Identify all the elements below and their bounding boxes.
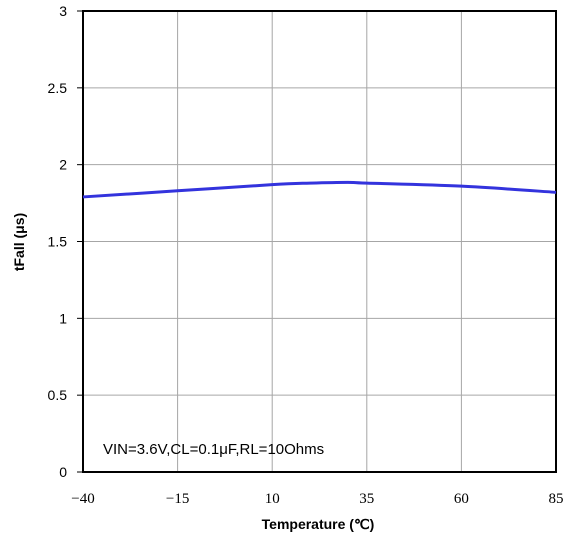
y-tick-label: 0.5 (48, 387, 68, 403)
x-tick-label: 85 (549, 491, 564, 507)
y-tick-label: 1 (59, 310, 67, 326)
y-tick-label: 2.5 (48, 80, 68, 96)
x-tick-label: −15 (166, 491, 189, 507)
y-tick-labels: 0 0.5 1 1.5 2 2.5 3 (48, 3, 68, 480)
grid-lines (77, 10, 556, 473)
plot-area-frame (82, 10, 557, 473)
series-line (82, 180, 557, 199)
y-tick-label: 2 (59, 157, 67, 173)
y-tick-label: 3 (59, 3, 67, 19)
test-conditions-annotation: VIN=3.6V,CL=0.1μF,RL=10Ohms (103, 441, 324, 458)
y-tick-label: 0 (59, 464, 67, 480)
y-axis-label: tFall (μs) (11, 213, 27, 271)
x-tick-label: 35 (359, 491, 374, 507)
x-axis-label: Temperature (℃) (262, 516, 375, 532)
x-tick-labels: −40 −15 10 35 60 85 (71, 491, 563, 507)
x-tick-label: 60 (454, 491, 469, 507)
x-tick-label: −40 (71, 491, 94, 507)
x-tick-label: 10 (265, 491, 280, 507)
y-tick-label: 1.5 (48, 234, 68, 250)
